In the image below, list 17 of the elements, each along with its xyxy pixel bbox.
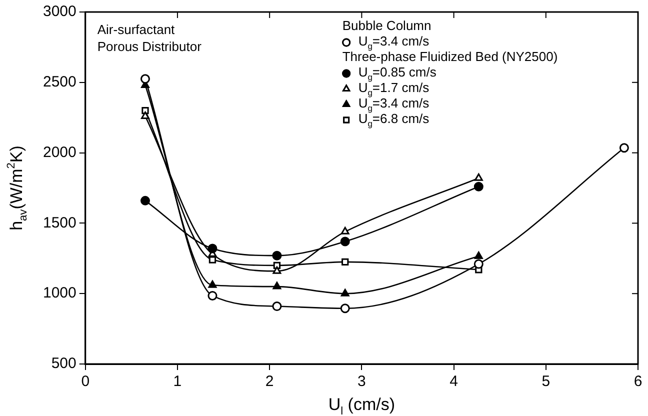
x-tick-label: 4 [450, 373, 458, 390]
x-tick-label: 6 [634, 373, 642, 390]
x-tick-label: 0 [81, 373, 90, 390]
y-tick-label: 1500 [42, 214, 76, 232]
y-tick-label: 2500 [42, 74, 76, 91]
annotation: Air-surfactant [97, 22, 176, 37]
y-tick-label: 2000 [42, 144, 76, 161]
x-tick-label: 1 [173, 373, 182, 390]
y-axis-title: hav(W/m2K) [5, 146, 30, 230]
x-tick-label: 5 [542, 373, 550, 390]
x-tick-label: 2 [265, 373, 274, 390]
annotation: Bubble Column [342, 18, 432, 33]
x-tick-label: 3 [358, 373, 366, 390]
y-tick-label: 3000 [42, 3, 76, 20]
y-tick-label: 1000 [42, 284, 76, 302]
annotation: Porous Distributor [97, 39, 202, 54]
y-tick-label: 500 [51, 355, 76, 372]
